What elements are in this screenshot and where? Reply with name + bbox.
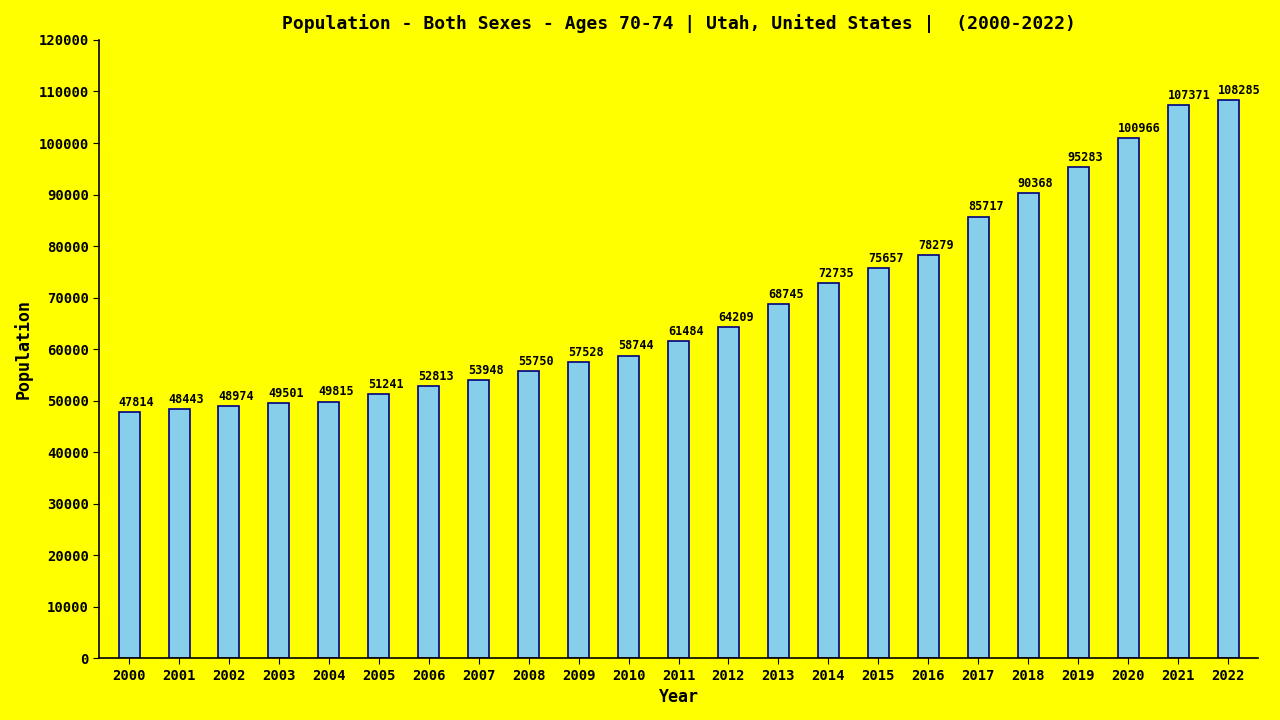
- Bar: [269, 403, 289, 658]
- Text: 51241: 51241: [369, 378, 404, 391]
- Bar: [419, 386, 439, 658]
- X-axis label: Year: Year: [658, 688, 699, 706]
- Bar: [369, 394, 389, 658]
- Text: 72735: 72735: [818, 267, 854, 280]
- Title: Population - Both Sexes - Ages 70-74 | Utah, United States |  (2000-2022): Population - Both Sexes - Ages 70-74 | U…: [282, 14, 1075, 33]
- Text: 49815: 49815: [319, 385, 355, 398]
- Text: 90368: 90368: [1018, 176, 1053, 189]
- Bar: [219, 406, 239, 658]
- Text: 61484: 61484: [668, 325, 704, 338]
- Bar: [768, 304, 788, 658]
- Bar: [718, 328, 739, 658]
- Y-axis label: Population: Population: [14, 299, 33, 399]
- Text: 48443: 48443: [169, 392, 204, 405]
- Bar: [169, 408, 189, 658]
- Bar: [518, 371, 539, 658]
- Text: 78279: 78279: [918, 239, 954, 252]
- Text: 75657: 75657: [868, 252, 904, 265]
- Bar: [618, 356, 639, 658]
- Bar: [668, 341, 689, 658]
- Text: 64209: 64209: [718, 311, 754, 324]
- Bar: [568, 361, 589, 658]
- Bar: [468, 380, 489, 658]
- Bar: [319, 402, 339, 658]
- Bar: [868, 269, 888, 658]
- Text: 107371: 107371: [1167, 89, 1211, 102]
- Bar: [1167, 105, 1189, 658]
- Bar: [818, 284, 838, 658]
- Bar: [1018, 193, 1038, 658]
- Bar: [1068, 167, 1089, 658]
- Bar: [968, 217, 988, 658]
- Bar: [1117, 138, 1139, 658]
- Text: 108285: 108285: [1217, 84, 1261, 97]
- Text: 95283: 95283: [1068, 151, 1103, 164]
- Text: 85717: 85717: [968, 200, 1004, 214]
- Text: 52813: 52813: [419, 370, 454, 383]
- Bar: [918, 255, 938, 658]
- Text: 47814: 47814: [119, 396, 154, 409]
- Text: 68745: 68745: [768, 288, 804, 301]
- Text: 100966: 100966: [1117, 122, 1161, 135]
- Bar: [119, 412, 140, 658]
- Text: 49501: 49501: [269, 387, 305, 400]
- Bar: [1217, 100, 1239, 658]
- Text: 55750: 55750: [518, 355, 554, 368]
- Text: 53948: 53948: [468, 364, 504, 377]
- Text: 57528: 57528: [568, 346, 604, 359]
- Text: 48974: 48974: [219, 390, 255, 402]
- Text: 58744: 58744: [618, 339, 654, 353]
